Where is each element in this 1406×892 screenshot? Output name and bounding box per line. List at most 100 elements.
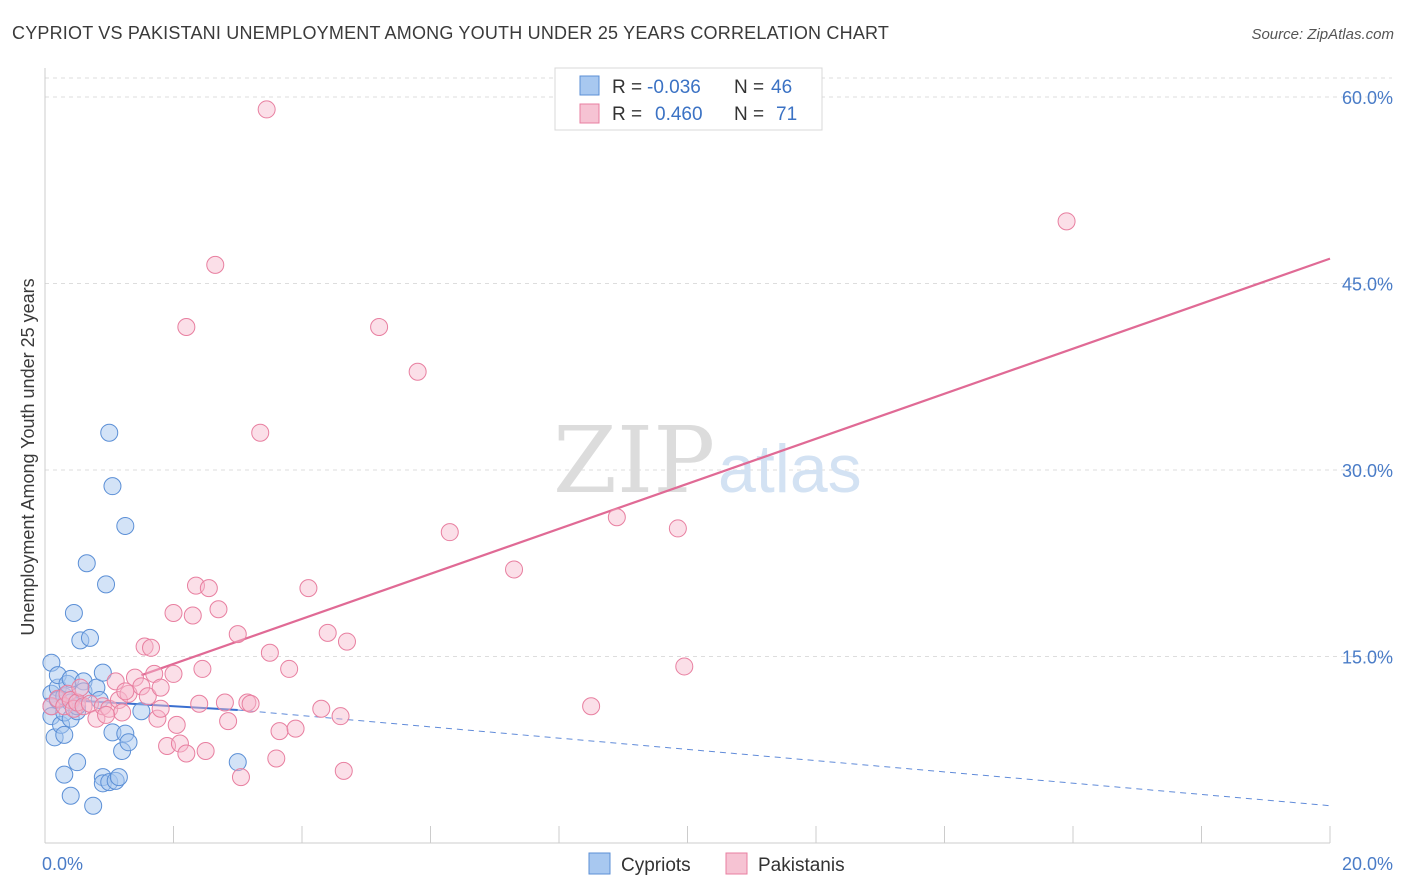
legend-r-value-pakistanis: 0.460 — [655, 104, 703, 125]
pakistanis-point-69 — [116, 682, 135, 701]
cypriots-point-44 — [132, 702, 151, 721]
bottom-legend-swatch-pakistanis — [725, 852, 748, 875]
pakistanis-point-38 — [199, 579, 218, 598]
pakistanis-point-56 — [318, 623, 337, 642]
pakistanis-point-32 — [177, 318, 196, 337]
trend-lines — [44, 257, 1331, 807]
pakistanis-point-54 — [299, 579, 318, 598]
pakistanis-point-52 — [280, 659, 299, 678]
pakistanis-point-66 — [668, 519, 687, 538]
pakistanis-point-0 — [42, 697, 61, 716]
pakistanis-point-53 — [286, 719, 305, 738]
pakistanis-point-41 — [215, 693, 234, 712]
cypriots-point-40 — [119, 733, 138, 752]
cypriots-point-18 — [61, 786, 80, 805]
cypriots-point-11 — [55, 725, 74, 744]
pakistanis-point-15 — [113, 703, 132, 722]
y-tick-label-2: 45.0% — [1342, 275, 1393, 295]
pakistanis-point-7 — [71, 678, 90, 697]
pakistanis-point-44 — [231, 768, 250, 787]
pakistanis-point-30 — [170, 734, 189, 753]
pakistanis-point-40 — [209, 600, 228, 619]
pakistanis-point-70 — [97, 705, 116, 724]
legend-n-label-cypriots: N = — [734, 77, 764, 98]
pakistanis-point-60 — [370, 318, 389, 337]
pakistanis-point-67 — [675, 657, 694, 676]
pakistanis-point-13 — [106, 672, 125, 691]
legend-n-value-cypriots: 46 — [771, 77, 792, 98]
series-pakistanis-points — [42, 100, 1076, 787]
grid-lines — [45, 77, 1392, 657]
cypriots-point-43 — [116, 516, 135, 535]
pakistanis-point-58 — [334, 761, 353, 780]
stats-legend: R = -0.036 N = 46 R = 0.460 N = 71 — [554, 67, 823, 131]
pakistanis-point-35 — [190, 694, 209, 713]
cypriots-point-42 — [103, 477, 122, 496]
pakistanis-point-36 — [193, 659, 212, 678]
pakistanis-point-42 — [219, 712, 238, 731]
pakistanis-point-68 — [1057, 212, 1076, 231]
series-cypriots-points — [42, 423, 247, 815]
pakistanis-point-23 — [135, 637, 154, 656]
y-tick-label-0: 15.0% — [1342, 648, 1393, 668]
cypriots-point-41 — [100, 423, 119, 442]
series-legend: Cypriots Pakistanis — [588, 852, 845, 876]
legend-swatch-cypriots — [579, 75, 600, 96]
cypriots-point-45 — [228, 753, 247, 772]
cypriots-point-31 — [93, 663, 112, 682]
pakistanis-point-48 — [257, 100, 276, 119]
cypriots-point-26 — [80, 628, 99, 647]
pakistanis-point-1 — [48, 689, 67, 708]
x-tick-label-1: 20.0% — [1342, 854, 1393, 874]
legend-n-label-pakistanis: N = — [734, 104, 764, 125]
source-label: Source: ZipAtlas.com — [1251, 26, 1394, 43]
legend-r-label-cypriots: R = — [612, 77, 642, 98]
legend-r-label-pakistanis: R = — [612, 104, 642, 125]
pakistanis-point-33 — [183, 606, 202, 625]
y-tick-label-3: 60.0% — [1342, 88, 1393, 108]
pakistanis-point-24 — [142, 638, 161, 657]
cypriots-point-37 — [109, 768, 128, 787]
pakistanis-point-28 — [164, 603, 183, 622]
pakistanis-point-65 — [607, 508, 626, 527]
legend-n-value-pakistanis: 71 — [776, 104, 797, 125]
pakistanis-point-18 — [132, 677, 151, 696]
legend-r-value-cypriots: -0.036 — [647, 77, 701, 98]
pakistanis-point-27 — [164, 664, 183, 683]
y-axis-label: Unemployment Among Youth under 25 years — [18, 278, 38, 635]
pakistanis-point-62 — [440, 523, 459, 542]
x-tick-label-0: 0.0% — [42, 854, 83, 874]
pakistanis-point-25 — [151, 699, 170, 718]
cypriots-point-33 — [97, 575, 116, 594]
pakistanis-point-51 — [270, 722, 289, 741]
pakistanis-point-61 — [408, 362, 427, 381]
pakistanis-point-37 — [196, 741, 215, 760]
y-tick-label-1: 30.0% — [1342, 461, 1393, 481]
pakistanis-point-31 — [177, 744, 196, 763]
cypriots-point-19 — [68, 753, 87, 772]
watermark-atlas: atlas — [718, 431, 862, 507]
pakistanis-point-63 — [505, 560, 524, 579]
trend-line-cypriots-extension — [237, 709, 1331, 807]
bottom-legend-label-cypriots: Cypriots — [621, 855, 691, 876]
chart-title: CYPRIOT VS PAKISTANI UNEMPLOYMENT AMONG … — [12, 23, 889, 43]
x-tick-labels: 0.0% 20.0% — [42, 854, 1393, 874]
pakistanis-point-57 — [331, 707, 350, 726]
pakistanis-point-39 — [206, 255, 225, 274]
pakistanis-point-55 — [312, 699, 331, 718]
cypriots-point-12 — [55, 765, 74, 784]
watermark: ZIP atlas — [553, 407, 862, 514]
pakistanis-point-22 — [151, 678, 170, 697]
cypriots-point-17 — [64, 603, 83, 622]
pakistanis-point-19 — [138, 687, 157, 706]
pakistanis-point-43 — [228, 625, 247, 644]
trend-line-pakistanis — [141, 257, 1331, 677]
pakistanis-point-29 — [167, 715, 186, 734]
watermark-zip: ZIP — [553, 407, 715, 514]
pakistanis-point-49 — [260, 643, 279, 662]
cypriots-point-25 — [77, 554, 96, 573]
pakistanis-point-50 — [267, 749, 286, 768]
cypriots-point-27 — [84, 796, 103, 815]
pakistanis-point-47 — [251, 423, 270, 442]
